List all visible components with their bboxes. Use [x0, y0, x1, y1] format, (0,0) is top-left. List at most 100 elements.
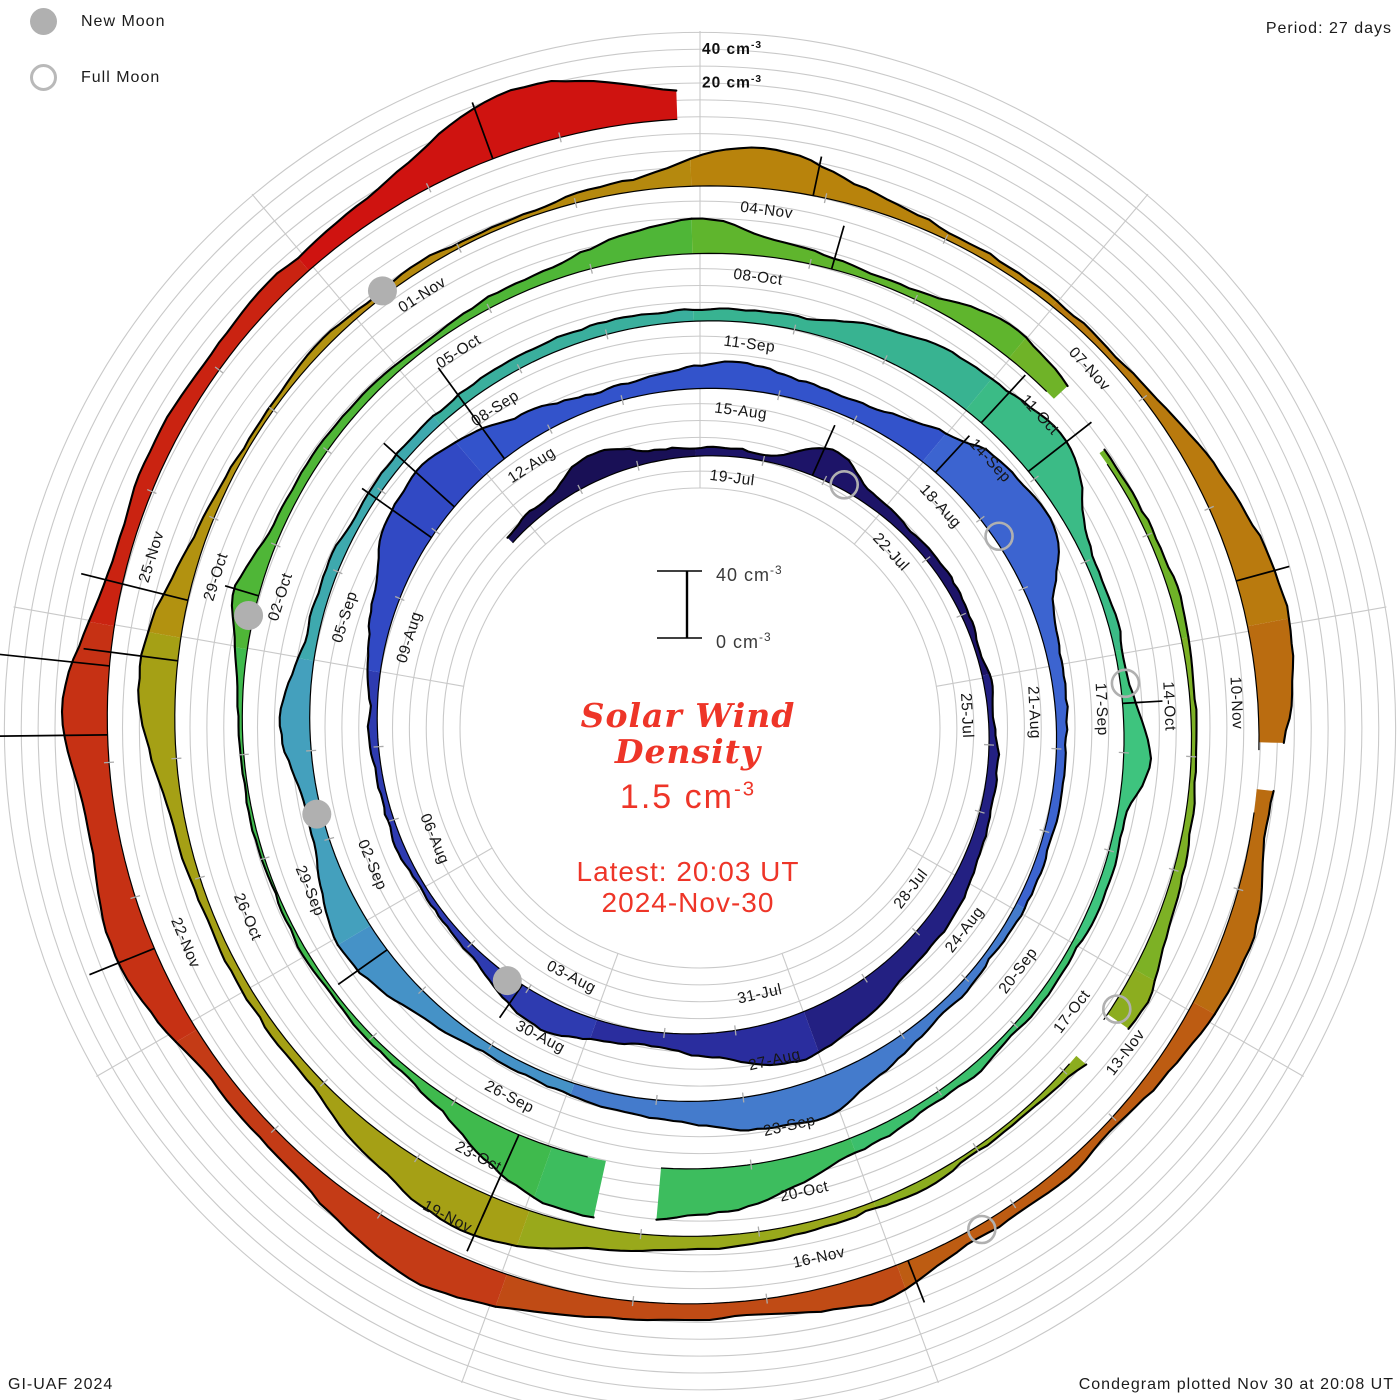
- fill-segment: [455, 361, 946, 476]
- radial-axis-labels: 40 cm-3 20 cm-3: [702, 40, 762, 92]
- latest-date-line: 2024-Nov-30: [601, 887, 775, 918]
- fill-segment: [176, 1029, 507, 1307]
- fill-segment: [1099, 449, 1189, 639]
- curve-segment: [694, 445, 991, 676]
- curve-segment: [589, 1037, 820, 1067]
- fill-segment: [695, 446, 990, 676]
- curve-segment: [655, 1151, 857, 1221]
- full-moon-marker: [984, 521, 1014, 552]
- fill-segment: [337, 925, 575, 1096]
- ring-date-label: 14-Oct: [1159, 681, 1178, 731]
- fill-segment: [88, 258, 309, 627]
- curve-segment: [174, 1040, 497, 1308]
- fill-segment: [234, 647, 552, 1198]
- fill-segment: [896, 1002, 1215, 1290]
- ring-date-label: 31-Jul: [736, 981, 784, 1008]
- full-moon-marker: [1101, 994, 1132, 1024]
- curve-segment: [366, 441, 457, 672]
- curve-segment: [689, 146, 1058, 302]
- credit-text: GI-UAF 2024: [8, 1376, 114, 1393]
- ring-date-label: 26-Oct: [230, 891, 265, 943]
- chart-title-line2: Density: [614, 732, 762, 771]
- fill-segment: [693, 308, 992, 410]
- curve-segment: [532, 1196, 595, 1219]
- curve-segment: [87, 257, 300, 623]
- curve-segment: [944, 432, 1069, 910]
- ring-date-label: 21-Aug: [1024, 686, 1043, 740]
- value-exponent: -3: [733, 778, 757, 801]
- ring-date-label: 04-Nov: [739, 199, 794, 223]
- fill-segment: [1247, 618, 1294, 743]
- fill-segment: [1193, 789, 1274, 1015]
- svg-text:0 cm-3: 0 cm-3: [716, 630, 772, 652]
- fill-segment: [690, 147, 1057, 307]
- curve-segment: [515, 1206, 878, 1253]
- fill-segment: [298, 80, 678, 271]
- new-moon-icon: [30, 8, 57, 35]
- curve-segment: [454, 360, 947, 444]
- svg-text:40 cm-3: 40 cm-3: [702, 40, 762, 58]
- fill-segment: [298, 415, 441, 661]
- fill-segment: [590, 1011, 819, 1066]
- fill-segment: [231, 218, 693, 650]
- fill-segment: [367, 442, 485, 673]
- new-moon-marker: [234, 600, 264, 630]
- curve-segment: [347, 157, 692, 319]
- curve-segment: [904, 1013, 1216, 1291]
- fill-segment: [1075, 649, 1151, 941]
- curve-segment: [336, 943, 572, 1097]
- curve-segment: [230, 217, 693, 649]
- spiral-baseline: [106, 118, 1260, 1305]
- curve-segment: [506, 446, 697, 539]
- ring-date-label: 25-Nov: [136, 529, 168, 585]
- ring-date-label: 13-Nov: [1103, 1026, 1149, 1078]
- full-moon-label: Full Moon: [81, 68, 161, 86]
- fill-segment: [367, 670, 597, 1039]
- fill-segment: [570, 903, 1025, 1131]
- curve-segment: [1103, 448, 1190, 639]
- ring-date-label: 19-Jul: [709, 467, 756, 490]
- curve-segment: [569, 907, 1026, 1132]
- curve-segment: [1213, 789, 1275, 1016]
- fill-segment: [1134, 637, 1197, 981]
- ring-date-label: 10-Nov: [1227, 676, 1246, 730]
- chart-title-line1: Solar Wind: [580, 696, 796, 735]
- fill-segment: [433, 309, 694, 425]
- ring-date-label: 02-Oct: [265, 571, 296, 624]
- curve-segment: [692, 307, 993, 380]
- fill-segment: [507, 447, 696, 543]
- fill-segment: [534, 1147, 606, 1218]
- curve-segment: [1127, 979, 1156, 1030]
- curve-segment: [990, 377, 1123, 651]
- legend-item-new-moon: New Moon: [30, 8, 165, 35]
- fill-segment: [495, 1265, 906, 1321]
- curve-segment: [1282, 617, 1295, 744]
- full-moon-marker: [829, 469, 860, 500]
- ring-date-label: 11-Sep: [723, 333, 777, 356]
- svg-text:20 cm-3: 20 cm-3: [702, 74, 762, 92]
- ring-date-label: 28-Jul: [891, 866, 932, 912]
- svg-text:40 cm-3: 40 cm-3: [716, 563, 783, 585]
- new-moon-marker: [492, 966, 522, 996]
- new-moon-marker: [302, 799, 332, 829]
- period-label: Period: 27 days: [1265, 20, 1392, 37]
- curve-segment: [1081, 648, 1153, 942]
- full-moon-icon: [30, 64, 57, 91]
- curve-segment: [874, 1063, 1088, 1210]
- fill-segment: [922, 433, 1068, 909]
- ring-date-label: 29-Oct: [201, 551, 232, 604]
- ring-date-label: 09-Aug: [393, 610, 425, 666]
- ring-date-label: 15-Aug: [713, 399, 768, 423]
- curve-segment: [817, 673, 1001, 1054]
- curve-segment: [147, 315, 350, 634]
- ring-date-label: 03-Aug: [544, 957, 599, 996]
- latest-density-value: 1.5 cm-3: [619, 778, 757, 816]
- curve-segment: [494, 1288, 907, 1322]
- ring-date-label: 20-Sep: [996, 945, 1042, 997]
- ring-date-label: 25-Jul: [957, 693, 976, 739]
- fill-segment: [803, 674, 1000, 1053]
- ring-date-label: 17-Oct: [1050, 987, 1094, 1037]
- chart-title: Solar Wind Density: [581, 698, 796, 770]
